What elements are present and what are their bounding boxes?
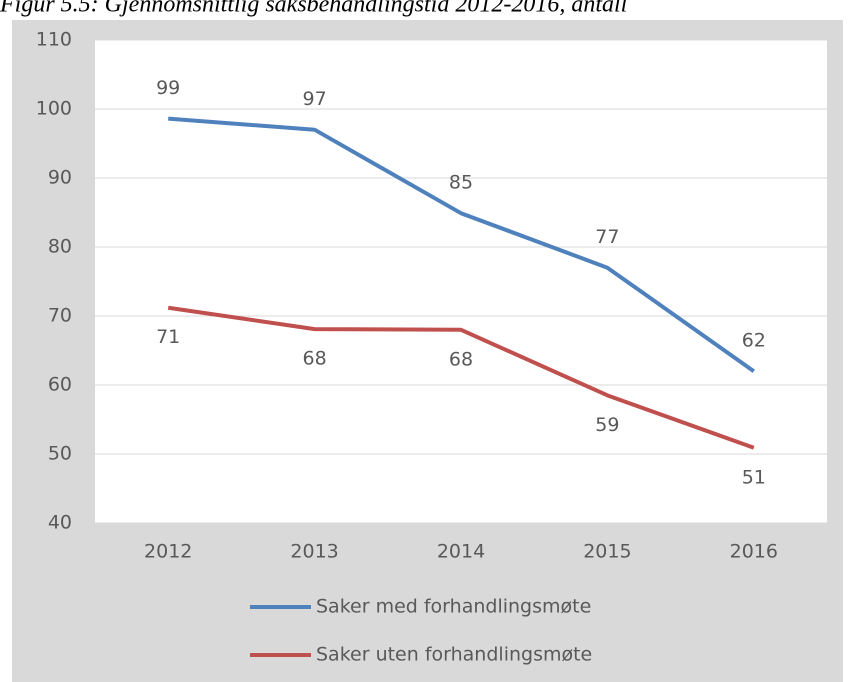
x-tick-label: 2014 bbox=[437, 541, 485, 563]
data-label: 68 bbox=[303, 348, 327, 370]
x-tick-label: 2013 bbox=[290, 541, 338, 563]
y-tick-label: 90 bbox=[48, 167, 72, 189]
data-label: 77 bbox=[595, 226, 619, 248]
data-label: 68 bbox=[449, 348, 473, 370]
series-line bbox=[168, 116, 755, 373]
data-label: 51 bbox=[742, 466, 766, 488]
x-tick-label: 2012 bbox=[144, 541, 192, 563]
series-line bbox=[167, 305, 755, 450]
y-tick-label: 60 bbox=[48, 374, 72, 396]
y-tick-label: 80 bbox=[48, 236, 72, 258]
data-label: 71 bbox=[156, 326, 180, 348]
y-tick-label: 40 bbox=[48, 512, 72, 534]
data-label: 62 bbox=[742, 330, 766, 352]
y-tick-label: 110 bbox=[36, 29, 72, 51]
y-tick-label: 100 bbox=[36, 98, 72, 120]
plot-area bbox=[95, 40, 827, 523]
data-label: 85 bbox=[449, 172, 473, 194]
y-tick-label: 50 bbox=[48, 443, 72, 465]
legend-label: Saker med forhandlingsmøte bbox=[316, 596, 591, 618]
data-label: 59 bbox=[595, 414, 619, 436]
legend-label: Saker uten forhandlingsmøte bbox=[316, 644, 592, 666]
chart-title: Figur 5.5: Gjennomsnittlig saksbehandlin… bbox=[0, 0, 628, 18]
data-label: 97 bbox=[303, 88, 327, 110]
y-tick-label: 70 bbox=[48, 305, 72, 327]
data-label: 99 bbox=[156, 77, 180, 99]
x-tick-label: 2015 bbox=[583, 541, 631, 563]
x-tick-label: 2016 bbox=[730, 541, 778, 563]
